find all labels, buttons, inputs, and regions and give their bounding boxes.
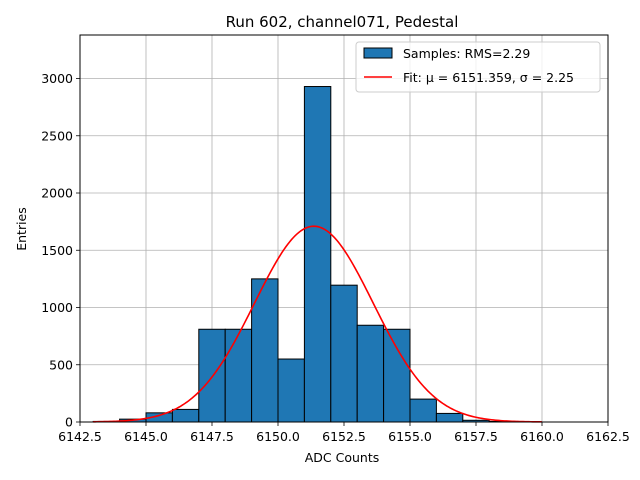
histogram-bar [409, 398, 437, 423]
y-axis-label: Entries [14, 207, 29, 251]
chart-title: Run 602, channel071, Pedestal [226, 13, 459, 31]
histogram-bar [303, 86, 332, 423]
y-tick-label: 2000 [41, 186, 73, 201]
legend-box [355, 41, 601, 93]
y-tick-label: 2500 [41, 128, 73, 143]
x-tick-label: 6160.0 [520, 429, 564, 444]
x-axis: 6142.5 6145.0 6147.5 6150.0 6152.5 6155.0 6157… [58, 422, 630, 444]
histogram-bar [356, 324, 385, 423]
legend-label-samples: Samples: RMS=2.29 [403, 46, 530, 61]
x-tick-label: 6150.0 [256, 429, 300, 444]
histogram-bar [251, 278, 279, 423]
legend-label-fit: Fit: μ = 6151.359, σ = 2.25 [403, 70, 574, 85]
legend: Samples: RMS=2.29 Fit: μ = 6151.359, σ =… [355, 41, 601, 93]
histogram-bar [198, 328, 226, 423]
fit-curve-group [93, 225, 543, 423]
histogram-bar [435, 412, 464, 423]
x-axis-label: ADC Counts [305, 450, 380, 465]
y-tick-label: 1000 [41, 300, 73, 315]
histogram-bars [92, 86, 517, 423]
x-tick-label: 6145.0 [124, 429, 168, 444]
x-tick-label: 6155.0 [388, 429, 432, 444]
legend-swatch-samples [363, 47, 393, 59]
y-tick-label: 1500 [41, 243, 73, 258]
histogram-bar [171, 408, 200, 423]
x-tick-label: 6162.5 [586, 429, 630, 444]
histogram-bar [224, 328, 253, 423]
histogram-bar [383, 328, 411, 423]
fit-curve [93, 225, 543, 423]
x-tick-label: 6142.5 [58, 429, 102, 444]
x-tick-label: 6152.5 [322, 429, 366, 444]
histogram-bar [277, 358, 305, 423]
x-tick-label: 6147.5 [190, 429, 234, 444]
y-tick-label: 500 [49, 357, 73, 372]
histogram-bar [330, 284, 358, 423]
y-tick-label: 0 [65, 415, 73, 430]
x-tick-label: 6157.5 [454, 429, 498, 444]
y-axis: 0 500 1000 1500 2000 2500 3000 [41, 71, 80, 430]
y-tick-label: 3000 [41, 71, 73, 86]
